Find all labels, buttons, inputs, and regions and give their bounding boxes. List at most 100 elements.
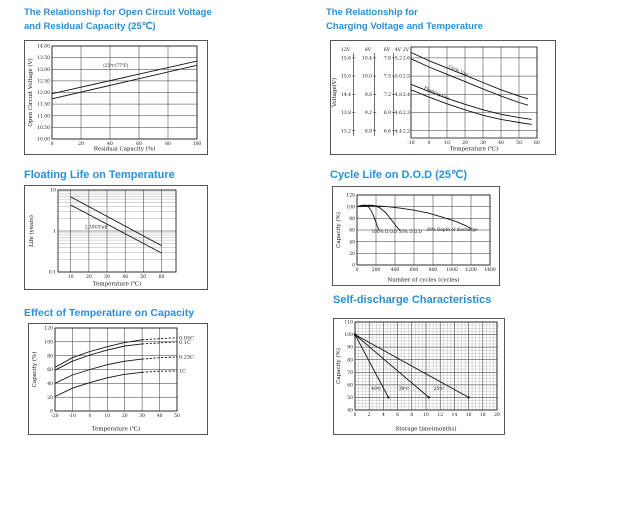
svg-text:2.3: 2.3	[403, 110, 410, 116]
svg-text:2.4: 2.4	[403, 92, 410, 98]
svg-text:6: 6	[396, 412, 399, 418]
svg-text:10: 10	[50, 188, 56, 194]
svg-text:800: 800	[429, 267, 438, 273]
svg-text:100: 100	[344, 332, 353, 338]
svg-text:15.0: 15.0	[341, 74, 351, 80]
svg-text:60: 60	[47, 367, 53, 373]
chart-temperature-capacity-plot: -20 -10 0 10 20 30 40 50 0 20 40 60 80 100 120 Temperat…	[31, 326, 194, 433]
svg-text:30: 30	[104, 274, 110, 280]
chart-self-discharge-frame: 0 2 4 6 8 10 12 14 16 18 20 40 50 60 70 80 90 100 110 Stora…	[333, 318, 505, 435]
svg-text:10: 10	[68, 274, 74, 280]
svg-text:-10: -10	[69, 413, 76, 419]
svg-text:40: 40	[122, 274, 128, 280]
chart-floating-life-frame: 10 20 30 40 50 60 10 1 0.1 Temperature (℃) Life (y…	[24, 185, 208, 290]
svg-text:15.6: 15.6	[341, 56, 351, 62]
svg-text:100: 100	[193, 141, 202, 147]
svg-text:Capacity (%): Capacity (%)	[335, 348, 342, 384]
title-line: and Residual Capacity (25℃)	[24, 20, 156, 32]
svg-text:120: 120	[346, 193, 355, 199]
title-line: Charging Voltage and Temperature	[326, 20, 483, 32]
svg-text:25℃: 25℃	[434, 386, 444, 391]
svg-text:11.00: 11.00	[37, 113, 50, 119]
chart-title-charging-voltage: The Relationship for Charging Voltage an…	[326, 6, 483, 33]
svg-text:Cycle Use: Cycle Use	[448, 64, 470, 77]
svg-text:1400: 1400	[484, 267, 496, 273]
svg-text:50: 50	[140, 274, 146, 280]
svg-text:7.2: 7.2	[384, 92, 391, 98]
chart-title-cycle-life: Cycle Life on D.O.D (25℃)	[330, 169, 467, 182]
svg-text:7.5: 7.5	[384, 74, 391, 80]
svg-text:60: 60	[136, 141, 142, 147]
svg-text:40: 40	[349, 239, 355, 245]
svg-text:9.6: 9.6	[365, 92, 372, 98]
svg-text:10.00: 10.00	[37, 137, 50, 143]
title-line: Cycle Life on D.O.D (25℃)	[330, 169, 468, 181]
svg-text:80: 80	[47, 353, 53, 359]
svg-text:14: 14	[452, 412, 458, 418]
svg-text:20: 20	[78, 141, 84, 147]
svg-text:400: 400	[391, 267, 400, 273]
svg-text:40: 40	[107, 141, 113, 147]
svg-text:4.8: 4.8	[395, 92, 402, 98]
svg-text:12V: 12V	[341, 47, 351, 53]
svg-text:11.50: 11.50	[37, 102, 50, 108]
svg-text:50% D.O.D: 50% D.O.D	[399, 229, 423, 234]
svg-text:1000: 1000	[446, 267, 458, 273]
svg-text:10: 10	[444, 140, 450, 146]
svg-text:60: 60	[347, 383, 353, 389]
svg-text:50: 50	[516, 140, 522, 146]
svg-text:30: 30	[480, 140, 486, 146]
chart-title-temperature-capacity: Effect of Temperature on Capacity	[24, 307, 194, 320]
svg-text:90: 90	[347, 345, 353, 351]
svg-text:0: 0	[51, 141, 54, 147]
svg-text:Temperature (℃): Temperature (℃)	[450, 146, 498, 153]
svg-text:6V: 6V	[384, 47, 391, 53]
svg-text:Capacity (%): Capacity (%)	[335, 212, 342, 248]
svg-text:0: 0	[354, 412, 357, 418]
svg-text:10: 10	[104, 413, 110, 419]
svg-text:20: 20	[494, 412, 500, 418]
svg-text:Floating Use: Floating Use	[423, 85, 450, 101]
svg-text:60: 60	[159, 274, 165, 280]
svg-text:9.2: 9.2	[365, 110, 372, 116]
svg-text:110: 110	[344, 320, 353, 326]
chart-cycle-life-plot: 0 200 400 600 800 1000 1200 1400 0 20 40 60 80 100 120…	[335, 193, 496, 284]
chart-title-open-circuit: The Relationship for Open Circuit Voltag…	[24, 6, 212, 33]
svg-text:2.2: 2.2	[403, 128, 410, 134]
svg-text:100% D.O.D: 100% D.O.D	[372, 229, 398, 234]
svg-text:Storage time(months): Storage time(months)	[395, 426, 456, 433]
svg-text:Open Circuit Voltage (V): Open Circuit Voltage (V)	[27, 58, 34, 126]
chart-title-self-discharge: Self-discharge Characteristics	[333, 294, 491, 307]
svg-text:18: 18	[480, 412, 486, 418]
svg-text:Voltage(V): Voltage(V)	[332, 78, 338, 108]
svg-text:30% Depth of discharge: 30% Depth of discharge	[426, 227, 478, 232]
svg-text:20: 20	[462, 140, 468, 146]
svg-text:60: 60	[349, 228, 355, 234]
chart-floating-life-plot: 10 20 30 40 50 60 10 1 0.1 Temperature (℃) Life (y…	[28, 188, 177, 288]
svg-text:13.50: 13.50	[37, 55, 50, 61]
svg-text:10: 10	[423, 412, 429, 418]
svg-text:0: 0	[50, 409, 53, 415]
svg-text:13.00: 13.00	[37, 67, 50, 73]
svg-text:-10: -10	[407, 140, 414, 146]
svg-text:0.25C: 0.25C	[179, 355, 194, 361]
svg-text:4.6: 4.6	[395, 110, 402, 116]
svg-text:1200: 1200	[465, 267, 477, 273]
svg-text:40℃: 40℃	[371, 386, 381, 391]
svg-text:-20: -20	[51, 413, 58, 419]
chart-open-circuit-plot: 0 20 40 60 80 100 14.00 13.50 13.00 12.50 12.00 11.…	[27, 44, 202, 153]
chart-charging-voltage-frame: -10 0 10 20 30 40 50 60 Temperature (℃) Voltage(V…	[330, 40, 556, 155]
title-line: The Relationship for	[326, 7, 418, 18]
svg-text:80: 80	[165, 141, 171, 147]
svg-text:4V: 4V	[395, 47, 402, 53]
svg-text:0: 0	[356, 267, 359, 273]
svg-text:2V: 2V	[403, 47, 410, 53]
svg-text:6.6: 6.6	[384, 128, 391, 134]
svg-text:600: 600	[410, 267, 419, 273]
svg-text:30: 30	[139, 413, 145, 419]
svg-text:20: 20	[47, 395, 53, 401]
svg-text:40: 40	[157, 413, 163, 419]
svg-text:Temperature (℃): Temperature (℃)	[93, 281, 141, 288]
svg-text:Number of cycles (cycles): Number of cycles (cycles)	[387, 277, 459, 284]
